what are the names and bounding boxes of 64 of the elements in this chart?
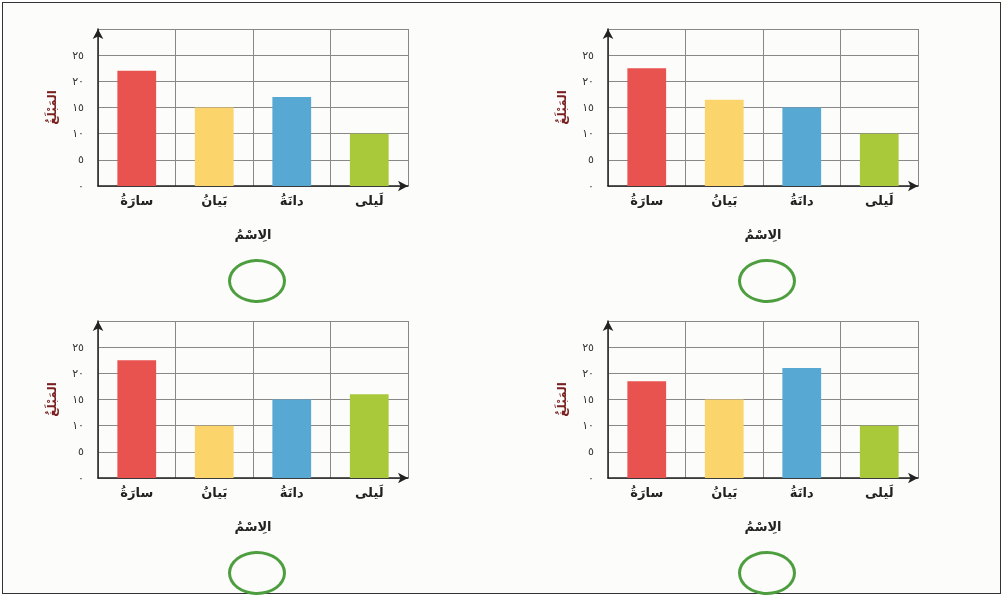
y-tick-label: ٠ [588,179,594,193]
y-tick-label: ٥ [78,445,85,459]
bar [272,97,312,186]
y-tick-label: ٥ [588,445,595,459]
y-tick-label: ١٥ [72,101,85,114]
bar [117,360,157,478]
y-axis-title: المَبْلَغُ [44,90,59,125]
y-tick-label: ١٥ [582,393,595,406]
x-tick-label: سارَةُ [120,485,154,500]
y-tick-label: ٢٥ [582,340,595,354]
bar [704,99,744,186]
bar [859,425,899,478]
x-tick-label: لَيلى [354,484,385,500]
x-axis-title: الِاسْمُ [744,519,782,534]
x-tick-label: بَيانُ [711,485,738,500]
x-tick-label: لَيلى [864,484,895,500]
y-tick-label: ٠ [78,179,84,193]
x-tick-label: دانَةُ [789,485,815,500]
x-tick-label: سارَةُ [630,485,664,500]
bar [349,133,389,186]
x-tick-label: لَيلى [354,192,385,208]
bar [272,399,312,478]
x-tick-label: بَيانُ [201,485,228,500]
x-tick-label: دانَةُ [279,485,305,500]
bar [117,70,157,186]
bar [194,107,234,186]
x-tick-label: لَيلى [864,192,895,208]
y-tick-label: ١٠ [582,127,594,141]
y-axis-title: المَبْلَغُ [554,90,569,125]
y-tick-label: ١٠ [72,127,84,141]
y-tick-label: ٠ [78,471,84,485]
x-axis-title: الِاسْمُ [234,227,272,242]
y-tick-label: ١٥ [582,101,595,114]
x-axis-title: الِاسْمُ [744,227,782,242]
y-tick-label: ٠ [588,471,594,485]
y-tick-label: ١٥ [72,393,85,406]
y-tick-label: ١٠ [582,419,594,433]
bar [194,425,234,478]
bar [704,399,744,478]
y-tick-label: ٥ [588,153,595,167]
x-tick-label: دانَةُ [279,193,305,208]
y-axis-title: المَبْلَغُ [554,382,569,417]
y-tick-label: ١٠ [72,419,84,433]
x-tick-label: دانَةُ [789,193,815,208]
x-tick-label: بَيانُ [201,193,228,208]
bar [859,133,899,186]
bar [627,68,667,186]
bar [782,107,822,186]
y-tick-label: ٢٠ [72,366,84,380]
x-tick-label: بَيانُ [711,193,738,208]
x-axis-title: الِاسْمُ [234,519,272,534]
y-tick-label: ٢٥ [72,340,85,354]
x-tick-label: سارَةُ [120,193,154,208]
y-tick-label: ٢٠ [582,366,594,380]
bar [782,368,822,478]
bar [627,381,667,478]
y-axis-title: المَبْلَغُ [44,382,59,417]
y-tick-label: ٥ [78,153,85,167]
y-tick-label: ٢٠ [582,74,594,88]
y-tick-label: ٢٥ [582,48,595,62]
y-tick-label: ٢٥ [72,48,85,62]
x-tick-label: سارَةُ [630,193,664,208]
bar [349,394,389,478]
y-tick-label: ٢٠ [72,74,84,88]
